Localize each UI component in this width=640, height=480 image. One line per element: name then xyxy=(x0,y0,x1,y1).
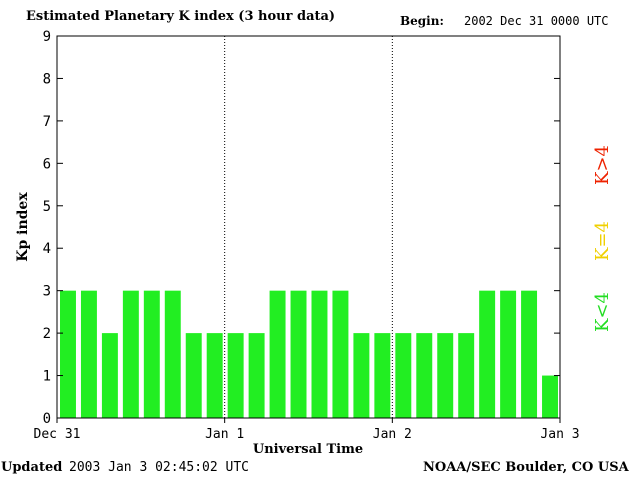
y-tick-label: 7 xyxy=(43,114,51,130)
x-axis-label: Universal Time xyxy=(253,442,363,457)
kp-bar xyxy=(395,333,412,418)
kp-bar xyxy=(479,290,496,418)
kp-bar xyxy=(143,290,160,418)
x-tick-label: Jan 3 xyxy=(540,427,579,442)
x-tick-label: Dec 31 xyxy=(34,427,81,442)
kp-bar xyxy=(311,290,328,418)
updated-value: 2003 Jan 3 02:45:02 UTC xyxy=(69,460,250,475)
x-tick-label: Jan 2 xyxy=(373,427,412,442)
kp-bar xyxy=(248,333,265,418)
kp-bar xyxy=(500,290,517,418)
legend-item: K>4 xyxy=(592,145,613,185)
y-tick-label: 8 xyxy=(43,71,51,87)
legend: K<4 K=4 K>4 xyxy=(592,145,613,332)
kp-bar xyxy=(353,333,370,418)
y-tick-label: 3 xyxy=(43,284,51,300)
kp-bar xyxy=(269,290,286,418)
y-tick-label: 5 xyxy=(43,199,51,215)
updated-label: Updated xyxy=(1,460,63,475)
kp-bar xyxy=(458,333,475,418)
kp-bar xyxy=(521,290,538,418)
axes-group: 0 1 2 3 4 5 6 7 8 9 Dec 31 Jan 1 Jan 2 Jan 3 xyxy=(34,29,580,442)
credit-text: NOAA/SEC Boulder, CO USA xyxy=(423,460,629,475)
kp-bar xyxy=(416,333,433,418)
kp-bar xyxy=(437,333,454,418)
y-tick-label: 0 xyxy=(43,411,51,427)
begin-value: 2002 Dec 31 0000 UTC xyxy=(464,14,609,28)
kp-bar xyxy=(60,290,76,418)
bars-group xyxy=(60,290,558,418)
kp-bar xyxy=(206,333,223,418)
kp-bar xyxy=(290,290,307,418)
chart-title: Estimated Planetary K index (3 hour data… xyxy=(26,9,336,24)
y-tick-label: 6 xyxy=(43,156,51,172)
x-tick-label: Jan 1 xyxy=(205,427,244,442)
kp-bar xyxy=(164,290,181,418)
kp-bar xyxy=(332,290,349,418)
legend-item: K=4 xyxy=(592,221,613,261)
y-axis-label: Kp index xyxy=(15,192,31,262)
kp-bar xyxy=(227,333,244,418)
kp-bar xyxy=(101,333,118,418)
kp-bar xyxy=(542,375,558,418)
legend-item: K<4 xyxy=(592,292,613,332)
y-tick-label: 1 xyxy=(43,369,51,385)
kp-bar xyxy=(185,333,202,418)
plot-frame xyxy=(56,35,561,419)
y-tick-label: 4 xyxy=(43,241,51,257)
y-tick-label: 9 xyxy=(43,29,51,45)
y-tick-label: 2 xyxy=(43,326,51,342)
kp-bar xyxy=(374,333,391,418)
kp-bar xyxy=(122,290,139,418)
begin-label: Begin: xyxy=(400,14,444,28)
kp-bar xyxy=(80,290,97,418)
